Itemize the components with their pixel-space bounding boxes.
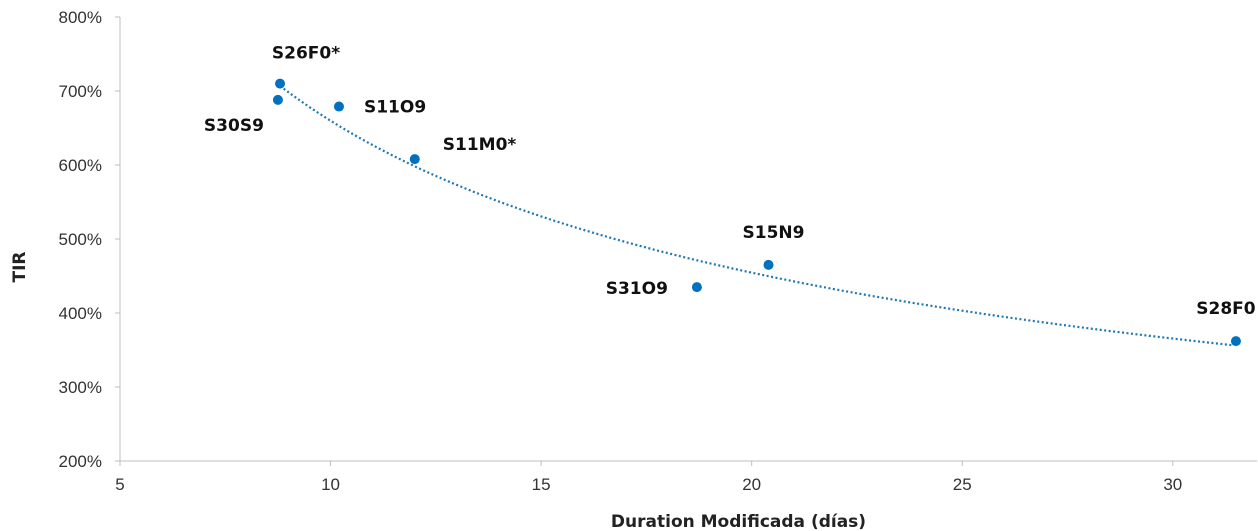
data-point <box>1230 336 1241 347</box>
trendline <box>279 85 1232 347</box>
y-tick-label: 200% <box>59 452 102 471</box>
x-tick-label: 10 <box>321 475 340 494</box>
y-tick-labels: 200% 300% 400% 500% 600% 700% 800% <box>59 8 120 471</box>
data-point-label: S31O9 <box>606 279 668 299</box>
data-point-label: S11O9 <box>364 98 426 118</box>
y-tick-label: 700% <box>59 82 102 101</box>
data-point <box>409 154 420 165</box>
y-tick-label: 600% <box>59 156 102 175</box>
axes <box>119 17 1257 462</box>
x-axis-title: Duration Modificada (días) <box>611 512 866 531</box>
x-tick-label: 20 <box>742 475 761 494</box>
x-tick-label: 30 <box>1163 475 1182 494</box>
x-tick-label: 5 <box>115 475 124 494</box>
x-tick-label: 15 <box>532 475 551 494</box>
data-point-label: S28F0 <box>1196 299 1256 319</box>
data-point <box>275 78 286 89</box>
data-point <box>763 259 774 270</box>
y-axis-title: TIR <box>10 251 30 282</box>
data-point-label: S30S9 <box>204 116 264 136</box>
data-points <box>272 78 1241 347</box>
data-point-label: S26F0* <box>272 44 340 64</box>
data-point-label: S11M0* <box>443 135 517 155</box>
y-tick-label: 400% <box>59 304 102 323</box>
data-point-label: S15N9 <box>743 223 805 243</box>
data-point <box>333 101 344 112</box>
y-tick-label: 500% <box>59 230 102 249</box>
data-point <box>691 282 702 293</box>
x-tick-label: 25 <box>953 475 972 494</box>
data-point <box>272 94 283 105</box>
x-tick-labels: 5 10 15 20 25 30 <box>115 461 1182 494</box>
y-tick-label: 800% <box>59 8 102 27</box>
y-tick-label: 300% <box>59 378 102 397</box>
point-labels: S26F0* S30S9 S11O9 S11M0* S31O9 S15N9 S28F0 <box>204 44 1256 320</box>
